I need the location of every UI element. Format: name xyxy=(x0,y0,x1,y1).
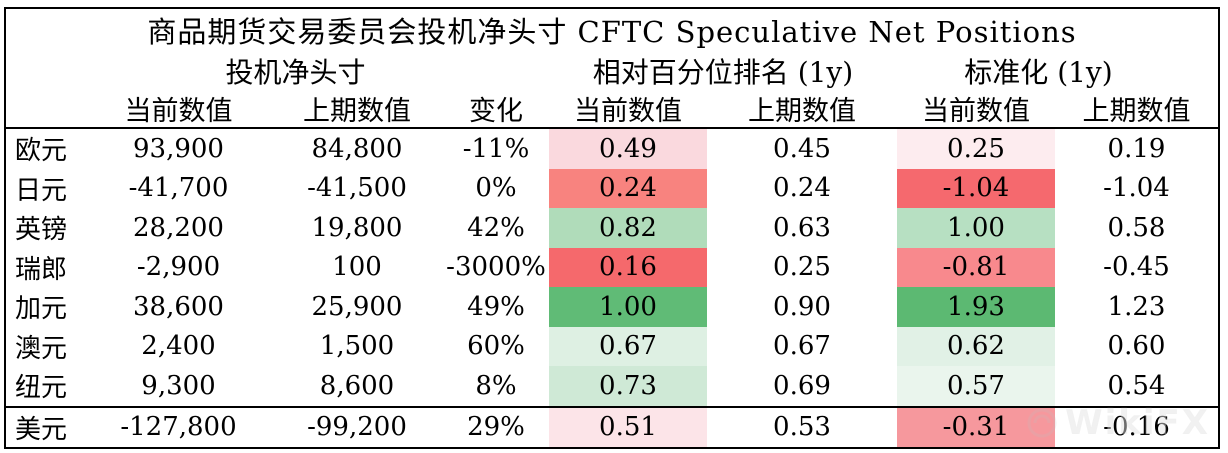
column-header-net-previous: 上期数值 xyxy=(303,96,411,127)
column-header-pct-current: 当前数值 xyxy=(574,96,682,127)
table-row: 日元 -41,700 -41,500 0% 0.24 0.24 -1.04 -1… xyxy=(6,168,1218,208)
std-current-cell: 1.00 xyxy=(897,208,1055,248)
std-current-cell: -1.04 xyxy=(897,168,1055,208)
net-previous-cell: 100 xyxy=(332,252,382,283)
currency-label: 美元 xyxy=(15,414,68,445)
pct-previous-cell: 0.90 xyxy=(773,291,831,322)
pct-previous-cell: 0.63 xyxy=(773,212,831,243)
std-previous-cell: -0.45 xyxy=(1103,252,1170,283)
net-current-cell: -127,800 xyxy=(120,412,237,442)
change-cell: -3000% xyxy=(446,252,546,283)
net-current-cell: 93,900 xyxy=(133,133,224,164)
column-header-std-current: 当前数值 xyxy=(922,96,1030,127)
pct-previous-cell: 0.25 xyxy=(773,252,831,283)
title-row: 商品期货交易委员会投机净头寸 CFTC Speculative Net Posi… xyxy=(6,9,1218,51)
table-body: 欧元 93,900 84,800 -11% 0.49 0.45 0.25 0.1… xyxy=(6,129,1218,447)
pct-previous-cell: 0.69 xyxy=(773,370,831,401)
std-previous-cell: -1.04 xyxy=(1103,173,1170,204)
std-current-cell: 1.93 xyxy=(897,287,1055,327)
net-current-cell: 9,300 xyxy=(141,370,216,401)
pct-current-cell: 0.67 xyxy=(549,326,707,366)
pct-current-cell: 0.51 xyxy=(549,407,707,447)
std-previous-cell: 0.60 xyxy=(1107,331,1166,362)
change-cell: 29% xyxy=(467,412,525,442)
std-previous-cell: 0.54 xyxy=(1107,370,1166,401)
pct-current-cell: 0.49 xyxy=(549,129,707,169)
pct-previous-cell: 0.53 xyxy=(773,412,831,442)
net-previous-cell: 84,800 xyxy=(311,133,403,164)
group-header-net-positions: 投机净头寸 xyxy=(225,56,366,89)
column-header-change: 变化 xyxy=(469,96,523,127)
net-current-cell: -2,900 xyxy=(136,252,221,283)
std-previous-cell: 0.19 xyxy=(1107,133,1166,164)
net-previous-cell: -41,500 xyxy=(307,173,407,204)
currency-label: 澳元 xyxy=(15,333,68,364)
column-header-pct-previous: 上期数值 xyxy=(748,96,856,127)
pct-current-cell: 0.82 xyxy=(549,208,707,248)
change-cell: 0% xyxy=(475,173,517,204)
std-current-cell: -0.31 xyxy=(897,407,1055,447)
pct-previous-cell: 0.45 xyxy=(773,133,831,164)
change-cell: 42% xyxy=(467,212,525,243)
table-row: 纽元 9,300 8,600 8% 0.73 0.69 0.57 0.54 xyxy=(6,366,1218,406)
table-row: 加元 38,600 25,900 49% 1.00 0.90 1.93 1.23 xyxy=(6,287,1218,327)
net-current-cell: 38,600 xyxy=(133,291,224,322)
net-previous-cell: 19,800 xyxy=(311,212,403,243)
net-previous-cell: 25,900 xyxy=(311,291,403,322)
change-cell: 49% xyxy=(467,291,525,322)
std-previous-cell: -0.16 xyxy=(1103,412,1170,442)
change-cell: -11% xyxy=(462,133,530,164)
group-header-row: 投机净头寸 相对百分位排名 (1y) 标准化 (1y) xyxy=(6,51,1218,90)
net-current-cell: 2,400 xyxy=(141,331,216,362)
table-row: 欧元 93,900 84,800 -11% 0.49 0.45 0.25 0.1… xyxy=(6,129,1218,169)
currency-label: 欧元 xyxy=(15,136,68,167)
table-row: 澳元 2,400 1,500 60% 0.67 0.67 0.62 0.60 xyxy=(6,326,1218,366)
change-cell: 8% xyxy=(475,370,517,401)
net-previous-cell: 1,500 xyxy=(319,331,395,362)
std-current-cell: 0.57 xyxy=(897,366,1055,406)
change-cell: 60% xyxy=(467,331,525,362)
currency-label: 加元 xyxy=(15,294,68,325)
table-row: 美元 -127,800 -99,200 29% 0.51 0.53 -0.31 … xyxy=(6,405,1218,447)
table-row: 英镑 28,200 19,800 42% 0.82 0.63 1.00 0.58 xyxy=(6,208,1218,248)
std-current-cell: 0.62 xyxy=(897,326,1055,366)
currency-label: 纽元 xyxy=(15,373,68,404)
pct-current-cell: 0.73 xyxy=(549,366,707,406)
table-row: 瑞郎 -2,900 100 -3000% 0.16 0.25 -0.81 -0.… xyxy=(6,247,1218,287)
currency-label: 英镑 xyxy=(15,215,68,246)
pct-previous-cell: 0.67 xyxy=(773,331,831,362)
cftc-positions-table: 商品期货交易委员会投机净头寸 CFTC Speculative Net Posi… xyxy=(4,7,1220,449)
std-previous-cell: 0.58 xyxy=(1107,212,1166,243)
net-previous-cell: -99,200 xyxy=(307,412,407,442)
net-current-cell: -41,700 xyxy=(128,173,229,204)
pct-current-cell: 1.00 xyxy=(549,287,707,327)
net-previous-cell: 8,600 xyxy=(319,370,395,401)
net-current-cell: 28,200 xyxy=(133,212,224,243)
pct-previous-cell: 0.24 xyxy=(773,173,831,204)
pct-current-cell: 0.16 xyxy=(549,247,707,287)
currency-label: 瑞郎 xyxy=(15,254,68,285)
group-header-standardized: 标准化 (1y) xyxy=(964,56,1113,89)
column-header-net-current: 当前数值 xyxy=(124,96,233,127)
column-header-std-previous: 上期数值 xyxy=(1082,96,1191,127)
std-previous-cell: 1.23 xyxy=(1107,291,1166,322)
std-current-cell: -0.81 xyxy=(897,247,1055,287)
pct-current-cell: 0.24 xyxy=(549,168,707,208)
column-header-row: 当前数值 上期数值 变化 当前数值 上期数值 当前数值 上期数值 xyxy=(6,90,1218,129)
currency-label: 日元 xyxy=(15,175,68,206)
std-current-cell: 0.25 xyxy=(897,129,1055,169)
page-title: 商品期货交易委员会投机净头寸 CFTC Speculative Net Posi… xyxy=(147,15,1077,49)
group-header-percentile-rank: 相对百分位排名 (1y) xyxy=(592,56,854,89)
